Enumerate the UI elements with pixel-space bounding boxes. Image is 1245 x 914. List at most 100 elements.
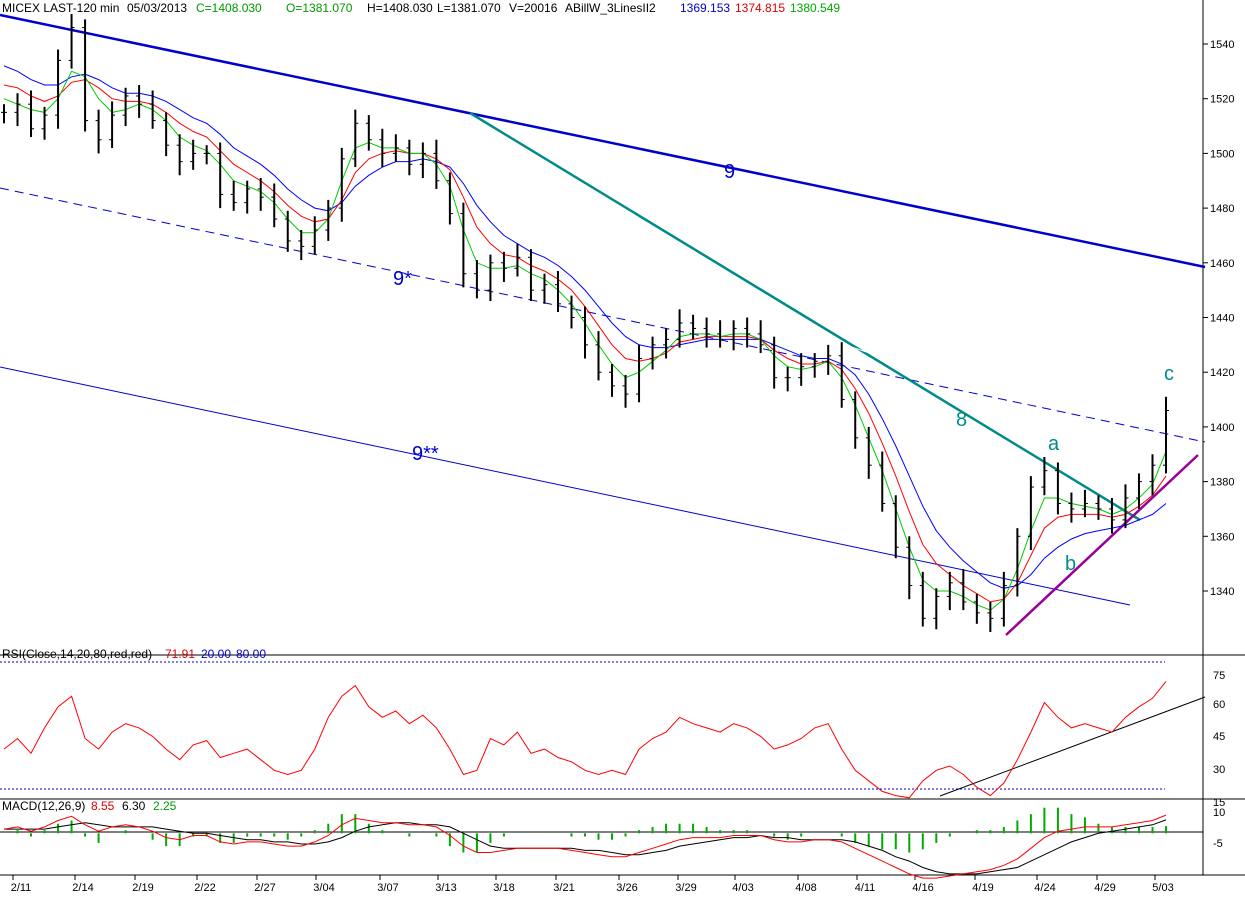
annotation-8: 8 <box>956 409 967 431</box>
price-bar <box>122 87 129 127</box>
price-tick-label: 1460 <box>1210 258 1234 270</box>
header-open: O=1381.070 <box>286 1 353 15</box>
price-bar <box>906 536 913 600</box>
time-axis: 2/11 2/14 2/19 2/22 2/27 3/04 3/07 3/13 3/18 3/21… <box>11 875 1174 894</box>
price-bar <box>582 306 588 359</box>
header-indicator: ABillW_3LinesII2 <box>565 1 656 15</box>
price-bar <box>1095 495 1102 520</box>
time-tick-label: 2/14 <box>72 882 93 894</box>
time-tick-label: 4/03 <box>732 882 753 894</box>
price-bar <box>798 353 805 386</box>
time-tick-label: 4/19 <box>972 882 993 894</box>
price-bar <box>1 104 7 124</box>
price-bar <box>82 19 89 132</box>
price-bar <box>406 139 413 176</box>
price-bar <box>1135 473 1142 509</box>
price-bar <box>41 106 48 140</box>
trendline-9-double-star <box>0 366 1131 606</box>
price-bar <box>811 353 818 378</box>
header-indicator-value-3: 1380.549 <box>790 1 840 15</box>
trendline-9 <box>0 13 1206 269</box>
rsi-high-level: 80.00 <box>236 647 266 661</box>
rsi-low-level: 20.00 <box>201 647 231 661</box>
macd-value-2: 6.30 <box>122 799 146 813</box>
time-tick-label: 2/27 <box>254 882 275 894</box>
price-bar <box>163 112 170 157</box>
price-bar <box>1054 462 1061 515</box>
price-bar <box>1068 492 1075 523</box>
price-bar <box>419 142 426 179</box>
header-close: C=1408.030 <box>196 1 262 15</box>
trendline-9-star <box>0 187 1206 443</box>
price-bar <box>676 309 683 348</box>
rsi-tick: 15 <box>1213 797 1225 809</box>
price-bar <box>487 254 494 302</box>
price-bar <box>987 601 994 633</box>
price-bar <box>473 260 480 299</box>
price-bar <box>298 229 305 261</box>
time-tick-label: 3/18 <box>493 882 514 894</box>
time-tick-label: 3/04 <box>313 882 334 894</box>
price-bar <box>352 109 359 168</box>
price-bar <box>136 85 143 118</box>
time-tick-label: 5/03 <box>1152 882 1173 894</box>
price-tick-label: 1360 <box>1210 531 1234 543</box>
price-axis: 1540 1520 1500 1480 1460 1440 1420 1400 1380 1360… <box>1203 39 1234 598</box>
macd-label: MACD(12,26,9) <box>2 799 85 813</box>
price-bar <box>541 273 548 304</box>
annotation-a: a <box>1048 433 1060 455</box>
price-tick-label: 1340 <box>1210 586 1234 598</box>
rsi-tick: 60 <box>1213 699 1225 711</box>
price-bar <box>244 180 251 214</box>
price-bar <box>568 295 575 329</box>
price-bar <box>1081 489 1088 518</box>
price-bar <box>1027 476 1034 550</box>
price-bar <box>609 363 616 397</box>
macd-axis: 10 -5 <box>1213 807 1225 850</box>
price-bar <box>622 374 629 408</box>
price-bar <box>257 178 264 211</box>
price-tick-label: 1540 <box>1210 39 1234 51</box>
price-bar <box>960 569 967 611</box>
price-bar <box>757 320 764 354</box>
header-low: L=1381.070 <box>437 1 501 15</box>
annotation-9-double-star: 9** <box>412 443 439 465</box>
header-volume: V=20016 <box>509 1 558 15</box>
price-bar <box>771 336 778 389</box>
price-bar <box>933 588 940 630</box>
price-tick-label: 1520 <box>1210 94 1234 106</box>
price-bar <box>203 145 210 165</box>
header-symbol: MICEX LAST-120 min <box>2 1 119 15</box>
price-bar <box>1108 498 1115 534</box>
price-tick-label: 1420 <box>1210 367 1234 379</box>
price-bar <box>1041 456 1048 496</box>
price-bar <box>973 593 980 624</box>
price-bar <box>717 320 724 348</box>
header-date: 05/03/2013 <box>127 1 187 15</box>
price-bar <box>365 115 372 151</box>
price-bar <box>649 336 656 370</box>
price-bar <box>1149 454 1156 496</box>
price-bar <box>919 571 926 627</box>
time-tick-label: 2/11 <box>11 882 32 894</box>
price-bar <box>690 314 697 340</box>
price-bar <box>379 128 386 168</box>
price-bar <box>14 93 21 127</box>
price-bar <box>217 142 224 209</box>
price-bar <box>392 134 399 162</box>
price-bar <box>338 147 345 222</box>
time-tick-label: 2/22 <box>194 882 215 894</box>
price-bar <box>892 495 899 559</box>
price-bar <box>730 320 737 351</box>
time-tick-label: 4/29 <box>1094 882 1115 894</box>
price-bar <box>1000 571 1007 627</box>
price-bar <box>446 172 453 225</box>
rsi-value: 71.91 <box>165 647 195 661</box>
time-tick-label: 3/29 <box>675 882 696 894</box>
chart-header: MICEX LAST-120 min 05/03/2013 C=1408.030… <box>2 1 840 15</box>
price-bar <box>109 101 116 148</box>
price-bar <box>1163 396 1169 474</box>
macd-value-3: 2.25 <box>153 799 177 813</box>
time-tick-label: 4/11 <box>855 882 876 894</box>
